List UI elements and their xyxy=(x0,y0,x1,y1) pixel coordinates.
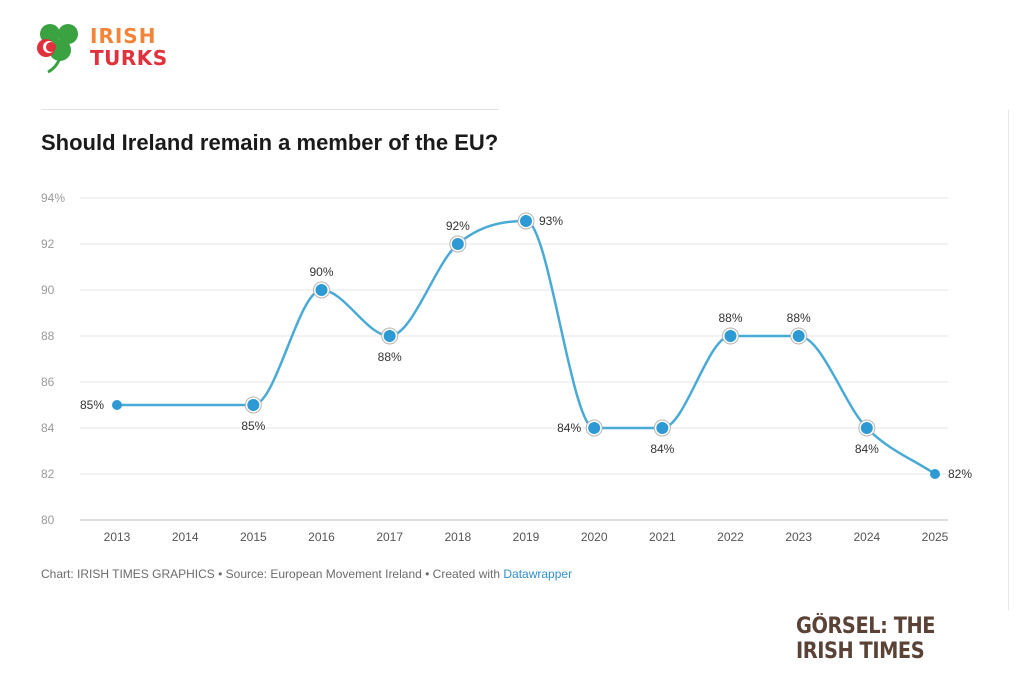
y-tick-label: 92 xyxy=(41,237,55,251)
x-tick-label: 2023 xyxy=(785,530,812,544)
data-label: 90% xyxy=(309,265,333,279)
data-label: 82% xyxy=(948,467,972,481)
data-point xyxy=(383,330,396,342)
data-point xyxy=(860,422,873,434)
data-label: 92% xyxy=(446,219,470,233)
data-point xyxy=(724,330,737,342)
x-tick-label: 2013 xyxy=(104,530,131,544)
x-tick-label: 2017 xyxy=(376,530,403,544)
data-label: 84% xyxy=(557,421,581,435)
data-label: 85% xyxy=(80,398,104,412)
data-point xyxy=(247,399,260,411)
data-label: 93% xyxy=(539,214,563,228)
data-point xyxy=(656,422,669,434)
y-tick-label: 90 xyxy=(41,283,55,297)
top-divider xyxy=(41,109,499,110)
data-point xyxy=(520,215,532,227)
series-line xyxy=(117,219,936,476)
y-tick-label: 80 xyxy=(41,513,55,527)
data-label: 84% xyxy=(855,442,879,456)
data-point xyxy=(930,469,940,479)
y-tick-label: 84 xyxy=(41,421,55,435)
logo-line2: TURKS xyxy=(90,46,168,70)
data-point xyxy=(451,238,464,250)
x-tick-label: 2022 xyxy=(717,530,744,544)
chart-footer: Chart: IRISH TIMES GRAPHICS • Source: Eu… xyxy=(41,567,572,581)
shamrock-icon xyxy=(37,24,78,74)
x-tick-label: 2025 xyxy=(922,530,949,544)
y-tick-label: 82 xyxy=(41,467,55,481)
x-tick-label: 2024 xyxy=(853,530,880,544)
data-label: 85% xyxy=(241,419,265,433)
image-credit: GÖRSEL: THE IRISH TIMES xyxy=(796,614,936,664)
logo-line1: IRISH xyxy=(90,24,157,48)
data-label: 88% xyxy=(378,350,402,364)
x-tick-label: 2014 xyxy=(172,530,199,544)
data-point xyxy=(315,284,328,296)
right-divider xyxy=(1008,110,1009,610)
x-tick-label: 2015 xyxy=(240,530,267,544)
irish-turks-logo: IRISH TURKS xyxy=(34,20,174,76)
data-point xyxy=(588,422,601,434)
x-tick-label: 2018 xyxy=(444,530,471,544)
data-label: 84% xyxy=(650,442,674,456)
x-tick-label: 2020 xyxy=(581,530,608,544)
x-tick-label: 2021 xyxy=(649,530,676,544)
footer-text: Chart: IRISH TIMES GRAPHICS • Source: Eu… xyxy=(41,567,504,581)
data-label: 88% xyxy=(787,311,811,325)
y-tick-label: 94% xyxy=(41,191,65,205)
y-tick-label: 86 xyxy=(41,375,55,389)
y-tick-label: 88 xyxy=(41,329,55,343)
x-tick-label: 2019 xyxy=(513,530,540,544)
data-point xyxy=(112,400,122,410)
data-point xyxy=(792,330,805,342)
datawrapper-link[interactable]: Datawrapper xyxy=(503,567,573,581)
data-label: 88% xyxy=(718,311,742,325)
chart-title: Should Ireland remain a member of the EU… xyxy=(41,130,499,155)
x-tick-label: 2016 xyxy=(308,530,335,544)
